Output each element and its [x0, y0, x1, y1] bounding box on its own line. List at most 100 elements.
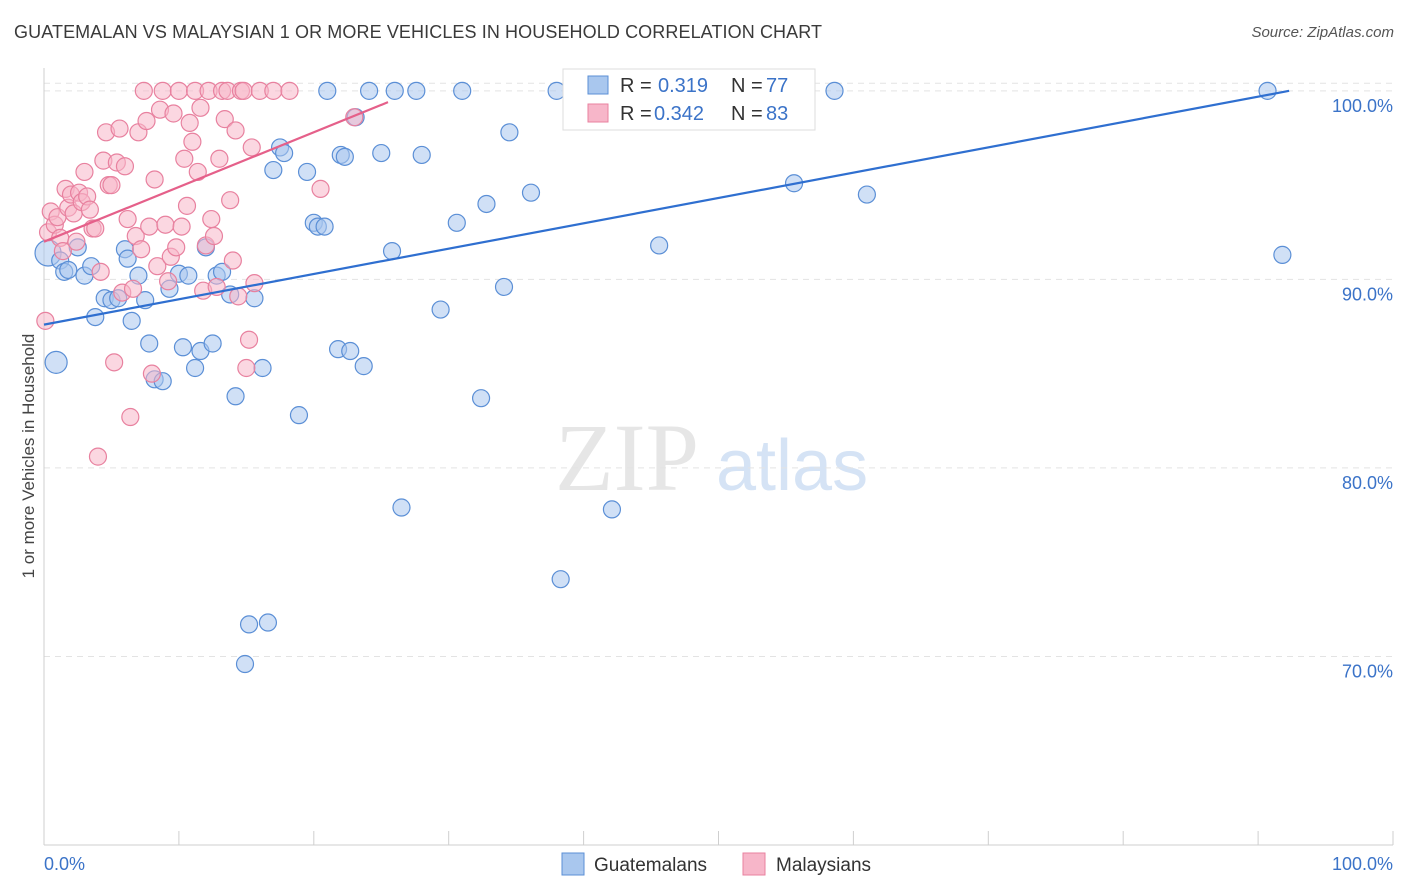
malaysians-point — [140, 217, 159, 236]
malaysians-point — [169, 81, 188, 100]
guatemalans-point — [258, 613, 278, 632]
legend-r-value-1: 0.319 — [658, 75, 708, 97]
guatemalans-point — [44, 350, 68, 374]
malaysians-point — [229, 287, 248, 306]
malaysians-point — [145, 170, 164, 189]
bottom-legend-label-guatemalans: Guatemalans — [594, 855, 707, 876]
guatemalans-point — [253, 358, 272, 378]
guatemalans-point — [226, 387, 245, 406]
guatemalans-point — [354, 357, 373, 376]
stats-legend: R = 0.319 N = 77 R = 0.342 N = 83 — [562, 68, 816, 131]
guatemalans-point — [453, 81, 472, 100]
malaysians-point — [177, 196, 197, 215]
bottom-legend-swatch-malaysians — [742, 852, 766, 876]
guatemalans-point — [385, 81, 404, 100]
malaysians-point — [311, 179, 330, 198]
source-credit: Source: ZipAtlas.com — [1251, 24, 1394, 41]
guatemalans-point — [602, 500, 622, 519]
malaysians-point — [204, 226, 224, 246]
legend-r-label-1: R = — [620, 75, 652, 97]
malaysians-point — [123, 279, 143, 298]
watermark: ZIP atlas — [555, 404, 868, 511]
legend-swatch-malaysians — [587, 103, 609, 123]
guatemalans-point — [179, 266, 198, 285]
legend-n-value-1: 77 — [766, 75, 788, 97]
guatemalans-point — [431, 300, 450, 319]
guatemalans-point — [551, 570, 570, 589]
malaysians-point — [242, 138, 261, 157]
bottom-legend-swatch-guatemalans — [561, 852, 585, 876]
guatemalans-point — [315, 217, 334, 236]
chart-title: GUATEMALAN VS MALAYSIAN 1 OR MORE VEHICL… — [14, 22, 823, 42]
guatemalans-point — [1273, 245, 1292, 264]
malaysians-point — [183, 132, 202, 151]
malaysians-point — [132, 240, 151, 259]
legend-swatch-guatemalans — [587, 75, 609, 95]
y-tick-label: 90.0% — [1342, 284, 1393, 304]
malaysians-point — [118, 209, 137, 229]
guatemalans-point — [245, 289, 264, 308]
trend-lines — [43, 89, 1290, 326]
malaysians-point — [153, 81, 172, 100]
guatemalans-point — [173, 338, 193, 357]
legend-r-label-2: R = — [620, 103, 652, 125]
watermark-atlas: atlas — [716, 426, 868, 506]
guatemalans-point — [825, 81, 844, 100]
malaysians-point — [142, 364, 162, 383]
malaysians-point — [175, 149, 194, 168]
malaysians-point — [264, 81, 283, 100]
malaysians-point — [148, 257, 167, 276]
guatemalans-point — [59, 260, 78, 280]
malaysians-point — [121, 407, 140, 427]
guatemalans-point — [857, 185, 876, 204]
malaysians-point — [221, 191, 240, 210]
guatemalans-point — [297, 162, 317, 182]
axes — [43, 68, 1394, 846]
y-axis-label: 1 or more Vehicles in Household — [19, 334, 38, 579]
guatemalans-point — [239, 615, 259, 634]
malaysians-point — [75, 162, 94, 182]
guatemalans-point — [335, 147, 354, 166]
guatemalans-point — [521, 183, 541, 202]
guatemalans-point — [500, 123, 519, 142]
guatemalans-point — [650, 236, 669, 255]
bottom-legend-label-malaysians: Malaysians — [776, 855, 871, 876]
guatemalans-point — [341, 341, 360, 361]
x-tick-label-min: 0.0% — [44, 854, 85, 874]
malaysians-point — [167, 238, 186, 257]
series-guatemalans-points — [34, 81, 1292, 674]
malaysians-point — [280, 81, 299, 100]
x-tick-label-max: 100.0% — [1332, 854, 1393, 874]
malaysians-point — [36, 311, 55, 330]
legend-n-label-1: N = — [731, 75, 763, 97]
malaysians-point — [159, 272, 178, 291]
guatemalans-point — [447, 213, 466, 232]
malaysians-point — [137, 111, 156, 131]
malaysians-point — [215, 110, 234, 129]
malaysians-point — [105, 353, 124, 372]
guatemalans-point — [140, 334, 159, 353]
guatemalans-trend-line — [43, 89, 1290, 326]
guatemalans-point — [412, 145, 431, 165]
malaysians-point — [191, 98, 210, 117]
guatemalans-point — [392, 498, 411, 517]
guatemalans-point — [372, 143, 391, 163]
malaysians-point — [88, 447, 108, 466]
guatemalans-point — [185, 358, 205, 378]
guatemalans-point — [494, 277, 514, 297]
guatemalans-point — [203, 334, 222, 353]
legend-r-value-2: 0.342 — [654, 103, 704, 125]
malaysians-point — [180, 113, 199, 133]
malaysians-point — [226, 121, 245, 140]
malaysians-point — [80, 200, 99, 219]
guatemalans-point — [235, 654, 255, 674]
malaysians-point — [91, 262, 110, 281]
malaysians-trend-line — [43, 101, 389, 243]
guatemalans-point — [118, 249, 137, 268]
malaysians-point — [223, 251, 242, 270]
guatemalans-point — [360, 81, 379, 100]
malaysians-point — [156, 215, 175, 234]
malaysians-point — [164, 104, 183, 123]
guatemalans-point — [122, 311, 141, 330]
